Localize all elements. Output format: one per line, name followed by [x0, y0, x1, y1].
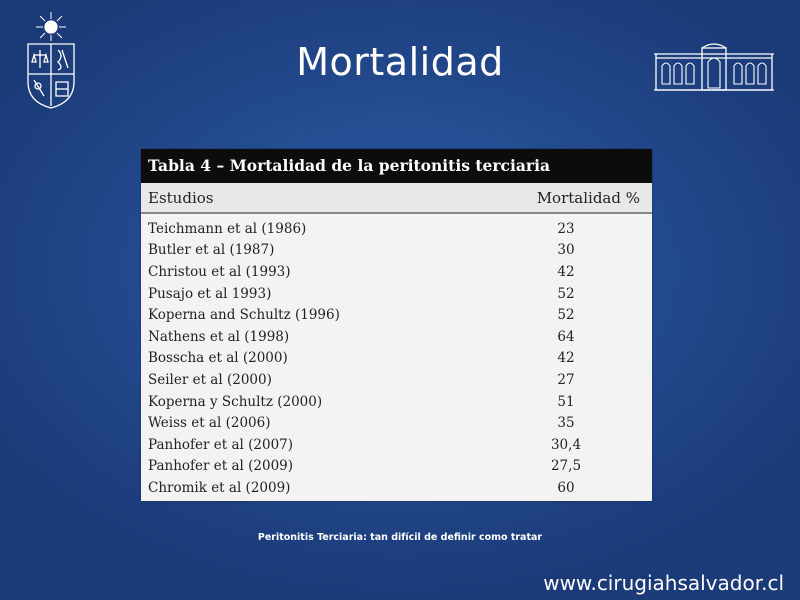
table-heading: Tabla 4 – Mortalidad de la peritonitis t… [141, 149, 652, 183]
table-row: Weiss et al (2006) 35 [141, 412, 652, 434]
mortality-cell: 60 [557, 479, 575, 496]
study-cell: Bosscha et al (2000) [148, 350, 288, 367]
mortality-table: Tabla 4 – Mortalidad de la peritonitis t… [141, 149, 652, 501]
table-row: Nathens et al (1998) 64 [141, 326, 652, 348]
table-row: Christou et al (1993) 42 [141, 261, 652, 283]
website-url: www.cirugiahsalvador.cl [543, 571, 784, 595]
mortality-cell: 42 [557, 263, 575, 280]
university-crest-icon [27, 12, 75, 109]
study-cell: Chromik et al (2009) [148, 479, 291, 496]
hospital-building-icon [654, 43, 774, 91]
mortality-cell: 27,5 [550, 458, 582, 475]
table-row: Butler et al (1987) 30 [141, 240, 652, 262]
study-cell: Koperna y Schultz (2000) [148, 393, 323, 410]
slide-title: Mortalidad [296, 40, 504, 84]
table-row: Pusajo et al 1993) 52 [141, 283, 652, 305]
mortality-cell: 23 [557, 220, 575, 237]
table-body: Teichmann et al (1986) 23 Butler et al (1… [141, 214, 652, 499]
mortality-cell: 64 [557, 328, 575, 345]
study-cell: Weiss et al (2006) [148, 415, 271, 432]
mortality-cell: 52 [557, 285, 575, 302]
table-row: Seiler et al (2000) 27 [141, 369, 652, 391]
mortality-cell: 30,4 [550, 436, 582, 453]
table-row: Bosscha et al (2000) 42 [141, 348, 652, 370]
study-cell: Koperna and Schultz (1996) [148, 307, 340, 324]
mortality-cell: 35 [557, 415, 575, 432]
mortality-cell: 42 [557, 350, 575, 367]
column-header-studies: Estudios [148, 188, 214, 207]
study-cell: Christou et al (1993) [148, 263, 291, 280]
mortality-cell: 52 [557, 307, 575, 324]
column-header-mortality: Mortalidad % [536, 188, 640, 207]
table-row: Koperna y Schultz (2000) 51 [141, 391, 652, 413]
table-row: Chromik et al (2009) 60 [141, 477, 652, 499]
study-cell: Pusajo et al 1993) [148, 285, 272, 302]
mortality-cell: 27 [557, 371, 575, 388]
table-row: Teichmann et al (1986) 23 [141, 218, 652, 240]
study-cell: Panhofer et al (2009) [148, 458, 294, 475]
table-row: Panhofer et al (2007) 30,4 [141, 434, 652, 456]
study-cell: Seiler et al (2000) [148, 371, 272, 388]
slide-caption: Peritonitis Terciaria: tan difícil de de… [257, 532, 543, 543]
mortality-cell: 51 [557, 393, 575, 410]
study-cell: Teichmann et al (1986) [148, 220, 307, 237]
mortality-cell: 30 [557, 242, 575, 259]
table-row: Koperna and Schultz (1996) 52 [141, 304, 652, 326]
table-row: Panhofer et al (2009) 27,5 [141, 456, 652, 478]
study-cell: Butler et al (1987) [148, 242, 275, 259]
study-cell: Panhofer et al (2007) [148, 436, 294, 453]
table-column-headers: Estudios Mortalidad % [141, 183, 652, 214]
study-cell: Nathens et al (1998) [148, 328, 290, 345]
